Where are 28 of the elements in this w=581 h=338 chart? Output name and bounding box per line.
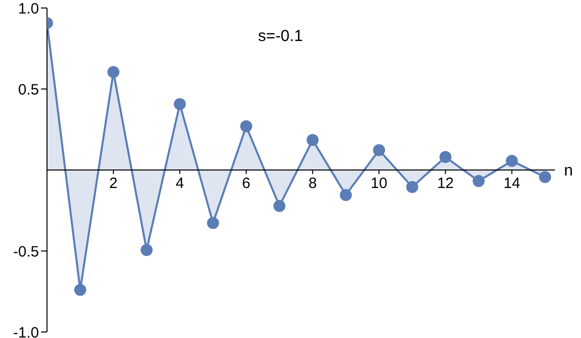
point <box>174 98 186 110</box>
y-tick-label: -0.5 <box>13 243 39 260</box>
x-tick-label: 8 <box>308 175 317 192</box>
point <box>273 200 286 212</box>
point <box>107 66 120 78</box>
y-tick-label: 1.0 <box>18 0 39 18</box>
point <box>74 284 86 296</box>
y-tick-label: 0.5 <box>18 81 39 98</box>
point <box>539 170 552 183</box>
x-tick-label: 6 <box>242 175 250 192</box>
x-axis-title: n <box>564 162 573 180</box>
point <box>406 181 418 194</box>
x-tick-label: 12 <box>437 175 454 192</box>
x-tick-label: 10 <box>370 175 388 192</box>
point <box>506 154 518 167</box>
point <box>240 120 252 132</box>
x-tick-label: 14 <box>503 175 520 192</box>
point <box>373 144 386 156</box>
point <box>306 134 319 146</box>
point <box>340 188 352 201</box>
x-tick-label: 4 <box>176 175 184 192</box>
point <box>140 244 153 256</box>
y-tick-label: -1.0 <box>13 324 39 338</box>
point <box>439 151 452 164</box>
x-tick-label: 2 <box>109 175 118 192</box>
point <box>207 216 220 229</box>
point <box>472 175 485 188</box>
annotation: s=-0.1 <box>258 28 303 46</box>
